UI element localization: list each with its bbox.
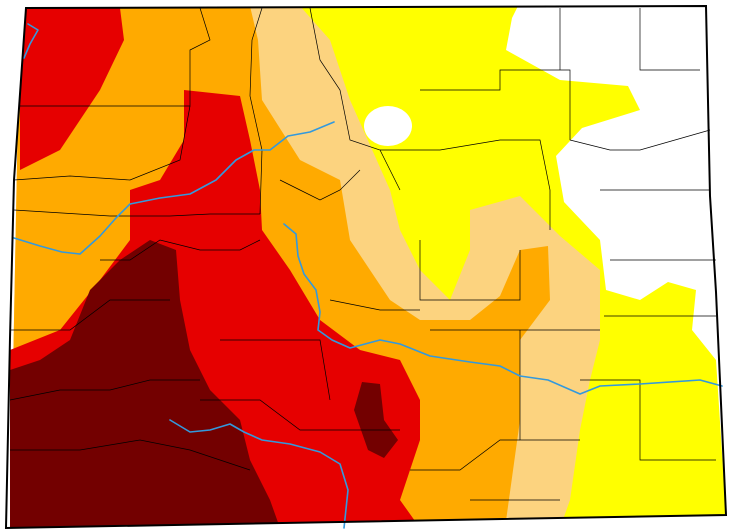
county-line: [10, 439, 251, 471]
county-line: [9, 379, 200, 401]
county-line: [13, 209, 260, 217]
county-boundaries: [9, 7, 716, 501]
colorado-state-border: [4, 4, 728, 530]
county-line: [309, 7, 401, 191]
county-line: [13, 105, 191, 181]
river-rio-grande: [169, 419, 349, 529]
county-line: [380, 139, 551, 230]
county-line: [100, 239, 261, 261]
county-line: [420, 69, 571, 140]
county-line: [20, 7, 211, 107]
d4-exceptional-drought-area: [354, 382, 398, 458]
county-line: [580, 379, 716, 461]
no-drought-pocket: [364, 106, 412, 146]
county-line: [639, 8, 700, 71]
river-yampa-north: [23, 23, 39, 59]
county-line: [220, 339, 331, 401]
river-colorado: [13, 121, 335, 255]
county-line: [279, 169, 361, 201]
rivers: [13, 23, 723, 529]
river-arkansas: [283, 223, 723, 395]
county-line: [569, 129, 711, 151]
d4-exceptional-drought-area: [10, 240, 280, 528]
county-line: [200, 399, 400, 431]
county-line: [10, 299, 170, 331]
county-line: [329, 299, 420, 311]
county-line: [249, 7, 263, 215]
d3-extreme-drought-area: [20, 8, 124, 170]
county-line: [419, 240, 521, 301]
county-line: [410, 439, 520, 471]
